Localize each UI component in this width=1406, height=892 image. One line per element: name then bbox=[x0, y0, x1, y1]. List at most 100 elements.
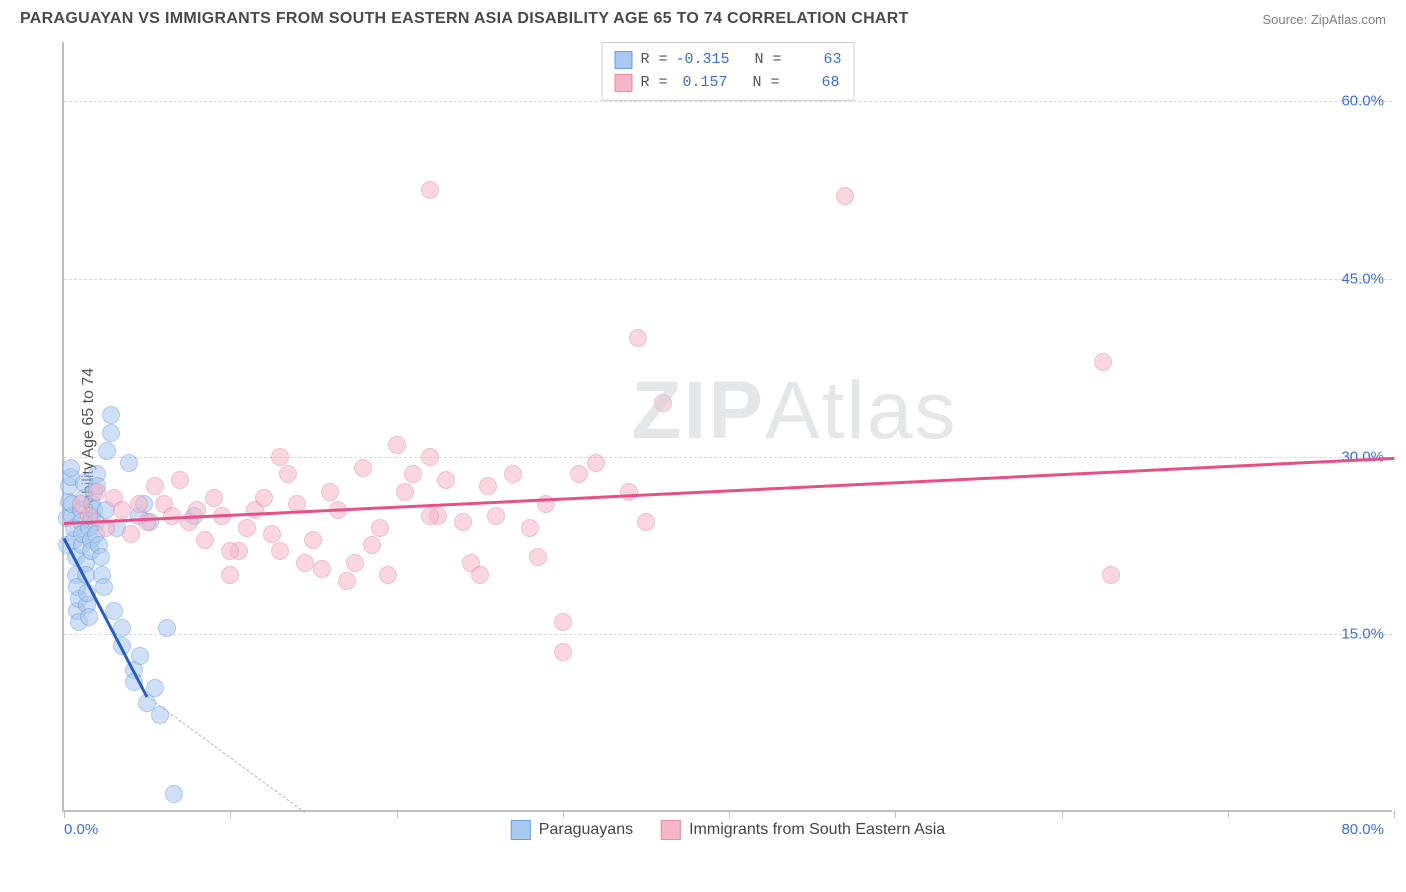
x-tick bbox=[563, 810, 564, 818]
corr-n-label-1: N = bbox=[753, 72, 780, 95]
legend-swatch-0 bbox=[511, 820, 531, 840]
y-tick-label: 15.0% bbox=[1341, 626, 1384, 643]
scatter-point bbox=[521, 519, 539, 537]
x-tick bbox=[729, 810, 730, 818]
scatter-point bbox=[1094, 353, 1112, 371]
watermark: ZIPAtlas bbox=[631, 364, 957, 458]
scatter-point bbox=[238, 519, 256, 537]
scatter-point bbox=[263, 525, 281, 543]
watermark-bold: ZIP bbox=[631, 365, 765, 456]
corr-n-value-0: 63 bbox=[790, 49, 842, 72]
x-tick bbox=[397, 810, 398, 818]
scatter-point bbox=[138, 513, 156, 531]
corr-swatch-1 bbox=[614, 74, 632, 92]
x-axis-min-label: 0.0% bbox=[64, 821, 98, 838]
scatter-point bbox=[629, 329, 647, 347]
scatter-point bbox=[131, 647, 149, 665]
scatter-point bbox=[158, 619, 176, 637]
x-tick bbox=[1228, 810, 1229, 818]
scatter-point bbox=[529, 548, 547, 566]
scatter-point bbox=[296, 554, 314, 572]
scatter-point bbox=[346, 554, 364, 572]
x-tick bbox=[230, 810, 231, 818]
watermark-rest: Atlas bbox=[765, 365, 957, 456]
scatter-point bbox=[487, 507, 505, 525]
x-tick bbox=[895, 810, 896, 818]
scatter-point bbox=[396, 483, 414, 501]
x-tick bbox=[1394, 810, 1395, 818]
corr-swatch-0 bbox=[614, 51, 632, 69]
scatter-point bbox=[102, 406, 120, 424]
x-tick bbox=[64, 810, 65, 818]
scatter-point bbox=[421, 181, 439, 199]
corr-row-0: R = -0.315 N = 63 bbox=[614, 49, 841, 72]
scatter-point bbox=[105, 602, 123, 620]
legend-label-1: Immigrants from South Eastern Asia bbox=[689, 821, 945, 839]
scatter-point bbox=[98, 442, 116, 460]
x-axis-max-label: 80.0% bbox=[1341, 821, 1384, 838]
scatter-point bbox=[338, 572, 356, 590]
scatter-point bbox=[379, 566, 397, 584]
grid-line bbox=[64, 279, 1392, 280]
scatter-point bbox=[102, 424, 120, 442]
scatter-point bbox=[80, 608, 98, 626]
scatter-point bbox=[171, 471, 189, 489]
scatter-point bbox=[1102, 566, 1120, 584]
scatter-point bbox=[146, 679, 164, 697]
legend-item-1: Immigrants from South Eastern Asia bbox=[661, 820, 945, 840]
scatter-point bbox=[92, 548, 110, 566]
legend-label-0: Paraguayans bbox=[539, 821, 633, 839]
scatter-point bbox=[371, 519, 389, 537]
scatter-point bbox=[836, 187, 854, 205]
corr-r-label-1: R = bbox=[640, 72, 667, 95]
scatter-point bbox=[88, 483, 106, 501]
scatter-point bbox=[130, 495, 148, 513]
grid-line bbox=[64, 634, 1392, 635]
scatter-point bbox=[313, 560, 331, 578]
scatter-point bbox=[421, 448, 439, 466]
corr-n-label-0: N = bbox=[755, 49, 782, 72]
scatter-point bbox=[255, 489, 273, 507]
scatter-point bbox=[62, 459, 80, 477]
correlation-box: R = -0.315 N = 63 R = 0.157 N = 68 bbox=[601, 42, 854, 101]
scatter-point bbox=[279, 465, 297, 483]
legend-item-0: Paraguayans bbox=[511, 820, 633, 840]
scatter-point bbox=[146, 477, 164, 495]
corr-n-value-1: 68 bbox=[788, 72, 840, 95]
chart-title: PARAGUAYAN VS IMMIGRANTS FROM SOUTH EAST… bbox=[20, 10, 909, 28]
scatter-point bbox=[437, 471, 455, 489]
scatter-point bbox=[151, 706, 169, 724]
scatter-point bbox=[479, 477, 497, 495]
scatter-point bbox=[271, 448, 289, 466]
scatter-point bbox=[570, 465, 588, 483]
scatter-point bbox=[504, 465, 522, 483]
chart-container: Disability Age 65 to 74 ZIPAtlas R = -0.… bbox=[14, 32, 1394, 862]
scatter-point bbox=[221, 542, 239, 560]
scatter-point bbox=[321, 483, 339, 501]
scatter-point bbox=[221, 566, 239, 584]
scatter-point bbox=[471, 566, 489, 584]
source-label: Source: ZipAtlas.com bbox=[1262, 12, 1386, 27]
scatter-point bbox=[304, 531, 322, 549]
plot-area: ZIPAtlas R = -0.315 N = 63 R = 0.157 N =… bbox=[62, 42, 1392, 812]
corr-r-label-0: R = bbox=[640, 49, 667, 72]
scatter-point bbox=[587, 454, 605, 472]
scatter-point bbox=[454, 513, 472, 531]
scatter-point bbox=[354, 459, 372, 477]
scatter-point bbox=[122, 525, 140, 543]
grid-line bbox=[64, 457, 1392, 458]
scatter-point bbox=[388, 436, 406, 454]
scatter-point bbox=[120, 454, 138, 472]
scatter-point bbox=[554, 613, 572, 631]
scatter-point bbox=[554, 643, 572, 661]
scatter-point bbox=[421, 507, 439, 525]
scatter-point bbox=[654, 394, 672, 412]
scatter-point bbox=[271, 542, 289, 560]
grid-line bbox=[64, 101, 1392, 102]
corr-row-1: R = 0.157 N = 68 bbox=[614, 72, 841, 95]
scatter-point bbox=[620, 483, 638, 501]
legend: Paraguayans Immigrants from South Easter… bbox=[511, 820, 945, 840]
scatter-point bbox=[363, 536, 381, 554]
scatter-point bbox=[165, 785, 183, 803]
scatter-point bbox=[404, 465, 422, 483]
